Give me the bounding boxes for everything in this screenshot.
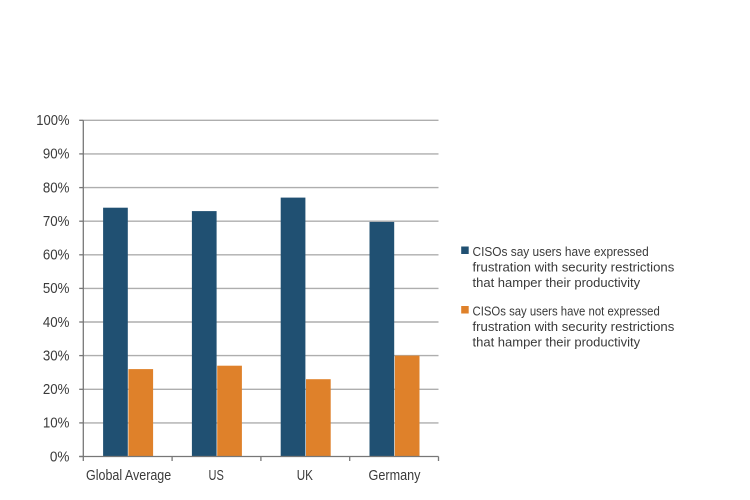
svg-text:90%: 90%: [43, 147, 70, 163]
svg-text:UK: UK: [297, 468, 313, 484]
svg-text:10%: 10%: [43, 416, 70, 432]
svg-text:0%: 0%: [50, 449, 70, 465]
svg-text:30%: 30%: [43, 348, 70, 364]
svg-text:70%: 70%: [43, 214, 70, 230]
svg-text:Germany: Germany: [369, 468, 422, 484]
svg-text:frustration with security rest: frustration with security restrictions: [473, 319, 675, 334]
svg-text:50%: 50%: [43, 281, 70, 297]
svg-text:US: US: [209, 468, 224, 484]
svg-text:that hamper their productivity: that hamper their productivity: [473, 335, 641, 350]
svg-text:60%: 60%: [43, 248, 70, 264]
svg-text:CISOs say users have not expre: CISOs say users have not expressed: [473, 304, 660, 319]
svg-text:that hamper their productivity: that hamper their productivity: [473, 275, 641, 290]
svg-text:20%: 20%: [43, 382, 70, 398]
svg-text:80%: 80%: [43, 180, 70, 196]
svg-text:frustration with security rest: frustration with security restrictions: [473, 260, 675, 275]
svg-text:CISOs say users have expressed: CISOs say users have expressed: [473, 244, 649, 259]
svg-text:40%: 40%: [43, 315, 70, 331]
svg-text:100%: 100%: [36, 113, 69, 129]
svg-text:Global Average: Global Average: [86, 468, 171, 484]
